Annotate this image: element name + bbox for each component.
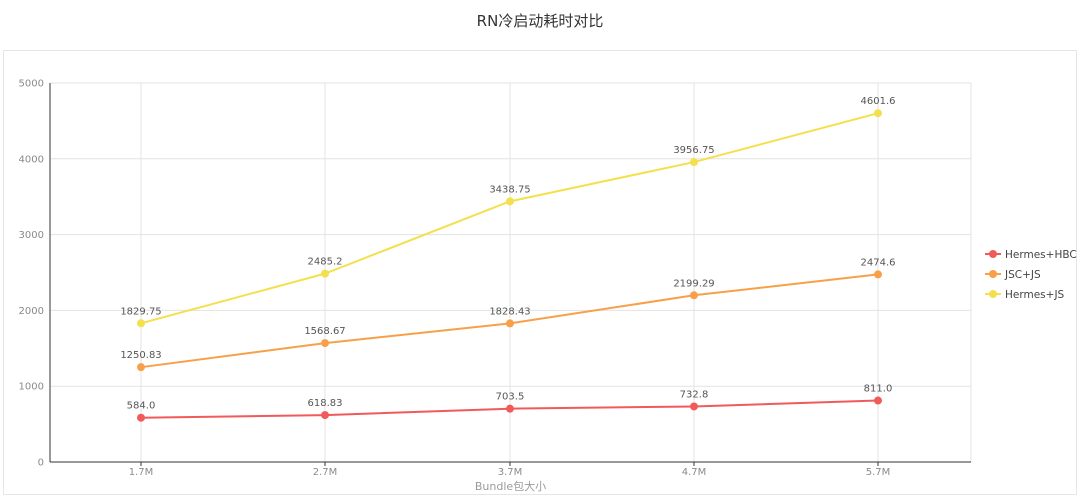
x-axis-title: Bundle包大小 [475, 479, 546, 493]
data-point[interactable] [874, 109, 882, 118]
data-label: 1829.75 [120, 306, 161, 317]
data-point[interactable] [690, 291, 698, 300]
data-point[interactable] [506, 404, 514, 413]
y-tick-label: 4000 [19, 154, 44, 165]
data-label: 4601.6 [861, 96, 896, 107]
data-label: 618.83 [308, 398, 343, 409]
data-label: 1568.67 [304, 326, 345, 337]
legend-label[interactable]: Hermes+JS [1005, 289, 1065, 301]
data-point[interactable] [137, 413, 145, 422]
data-label: 1250.83 [120, 350, 161, 361]
data-label: 1828.43 [489, 306, 530, 317]
y-tick-label: 0 [38, 458, 44, 469]
data-point[interactable] [874, 270, 882, 279]
data-point[interactable] [321, 339, 329, 348]
data-label: 703.5 [496, 392, 525, 403]
data-point[interactable] [321, 411, 329, 420]
data-label: 811.0 [864, 384, 893, 395]
legend-marker[interactable] [989, 290, 997, 298]
chart-title: RN冷启动耗时对比 [476, 12, 604, 30]
y-tick-label: 3000 [19, 230, 44, 241]
legend-marker[interactable] [989, 250, 997, 258]
data-point[interactable] [137, 363, 145, 372]
data-label: 2474.6 [861, 257, 896, 268]
data-point[interactable] [137, 319, 145, 328]
data-point[interactable] [506, 197, 514, 206]
data-point[interactable] [690, 158, 698, 167]
data-label: 3438.75 [489, 184, 530, 195]
data-label: 2199.29 [673, 278, 714, 289]
x-tick-label: 2.7M [313, 467, 338, 478]
x-tick-label: 5.7M [866, 467, 891, 478]
y-tick-label: 5000 [19, 79, 44, 90]
data-label: 732.8 [680, 389, 709, 400]
legend-label[interactable]: Hermes+HBC [1005, 249, 1077, 261]
x-tick-label: 3.7M [498, 467, 523, 478]
data-point[interactable] [874, 396, 882, 405]
chart-panel [3, 50, 1077, 495]
y-tick-label: 1000 [19, 382, 44, 393]
data-label: 3956.75 [673, 145, 714, 156]
x-tick-label: 4.7M [682, 467, 707, 478]
x-tick-label: 1.7M [129, 467, 154, 478]
legend-marker[interactable] [989, 270, 997, 278]
data-label: 584.0 [127, 401, 156, 412]
data-point[interactable] [506, 319, 514, 328]
data-label: 2485.2 [308, 257, 343, 268]
data-point[interactable] [690, 402, 698, 411]
legend-label[interactable]: JSC+JS [1004, 269, 1041, 281]
data-point[interactable] [321, 269, 329, 278]
y-tick-label: 2000 [19, 306, 44, 317]
